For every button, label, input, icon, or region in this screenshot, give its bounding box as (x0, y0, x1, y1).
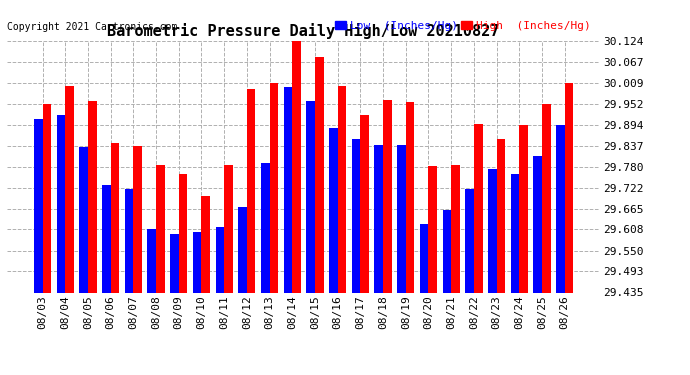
Bar (465, 189, 474, 292)
Bar (533, 156, 542, 292)
Bar (428, 166, 437, 292)
Bar (420, 224, 428, 292)
Bar (397, 145, 406, 292)
Bar (442, 210, 451, 292)
Bar (125, 189, 133, 292)
Bar (43, 104, 51, 292)
Bar (179, 174, 188, 292)
Bar (474, 124, 482, 292)
Bar (57, 115, 65, 292)
Bar (88, 101, 97, 292)
Bar (110, 143, 119, 292)
Bar (224, 165, 233, 292)
Bar (542, 104, 551, 292)
Bar (488, 168, 497, 292)
Bar (360, 115, 369, 292)
Bar (156, 165, 165, 292)
Bar (306, 101, 315, 292)
Bar (337, 87, 346, 292)
Bar (247, 89, 255, 292)
Bar (293, 41, 301, 292)
Bar (284, 87, 293, 292)
Bar (34, 118, 43, 292)
Bar (261, 163, 270, 292)
Bar (238, 207, 247, 292)
Legend: Low  (Inches/Hg), High  (Inches/Hg): Low (Inches/Hg), High (Inches/Hg) (331, 16, 595, 36)
Bar (406, 102, 415, 292)
Text: Copyright 2021 Cartronics.com: Copyright 2021 Cartronics.com (7, 22, 177, 33)
Bar (315, 57, 324, 292)
Bar (133, 146, 142, 292)
Bar (497, 140, 505, 292)
Bar (511, 174, 520, 292)
Bar (352, 139, 360, 292)
Bar (451, 165, 460, 292)
Bar (383, 100, 392, 292)
Bar (193, 232, 201, 292)
Bar (148, 229, 156, 292)
Bar (270, 83, 278, 292)
Bar (556, 126, 564, 292)
Bar (375, 145, 383, 292)
Bar (170, 234, 179, 292)
Bar (564, 83, 573, 292)
Bar (79, 147, 88, 292)
Bar (520, 126, 528, 292)
Bar (102, 185, 110, 292)
Bar (215, 227, 224, 292)
Bar (65, 87, 74, 292)
Bar (329, 128, 337, 292)
Bar (201, 196, 210, 292)
Title: Barometric Pressure Daily High/Low 20210827: Barometric Pressure Daily High/Low 20210… (108, 23, 500, 39)
